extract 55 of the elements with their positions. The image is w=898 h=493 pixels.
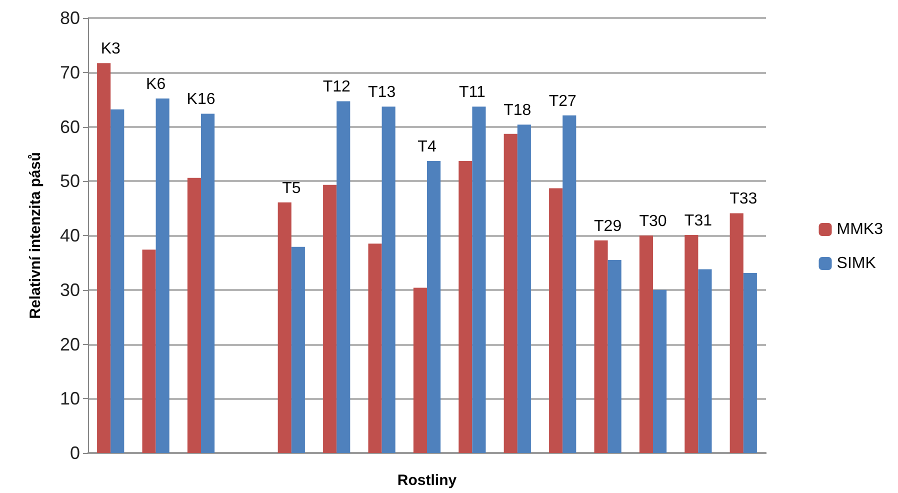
bar <box>413 288 427 453</box>
y-axis-title: Relativní intenzita pásů <box>27 152 44 319</box>
bar <box>427 161 441 453</box>
bar <box>517 124 531 453</box>
x-tick-label: T31 <box>684 212 712 230</box>
bar <box>698 269 712 453</box>
y-tick-label: 20 <box>60 334 80 354</box>
bar <box>110 109 124 453</box>
bar <box>653 290 667 453</box>
x-tick-label: K6 <box>146 76 166 93</box>
bar <box>156 98 170 453</box>
bar <box>187 178 201 453</box>
bar <box>368 244 382 453</box>
bar <box>684 234 698 453</box>
x-tick-label: T12 <box>322 78 350 96</box>
bar <box>472 106 486 453</box>
x-tick-label: T5 <box>282 180 301 197</box>
bar <box>549 188 563 453</box>
y-tick-label: 80 <box>60 8 80 28</box>
bar <box>201 114 215 453</box>
y-tick-label: 40 <box>60 226 80 246</box>
x-tick-label: T11 <box>459 84 486 102</box>
y-tick-label: 0 <box>70 443 80 463</box>
bar <box>382 106 396 453</box>
bar <box>458 161 472 453</box>
x-tick-label: T4 <box>418 138 436 156</box>
x-tick-label: T33 <box>730 190 758 208</box>
bar <box>743 273 757 453</box>
x-tick-label: T18 <box>504 102 532 120</box>
bar <box>608 260 622 453</box>
x-axis-title: Rostliny <box>397 472 458 489</box>
bar <box>278 202 292 453</box>
x-tick-label: T30 <box>639 213 667 230</box>
bar <box>142 250 156 453</box>
bar <box>639 236 653 453</box>
x-tick-label: T29 <box>594 218 622 235</box>
bar <box>594 240 608 453</box>
legend-label: MMK3 <box>836 221 884 238</box>
bar <box>562 115 576 453</box>
bar <box>336 101 350 453</box>
bar <box>97 63 111 453</box>
bar <box>504 134 518 453</box>
x-tick-label: T13 <box>368 84 396 102</box>
y-tick-label: 50 <box>60 171 80 192</box>
bar <box>730 213 744 453</box>
x-tick-label: K3 <box>100 40 120 58</box>
y-tick-label: 70 <box>60 62 80 82</box>
y-tick-label: 10 <box>60 388 80 409</box>
bar <box>323 184 337 453</box>
legend-label: SIMK <box>836 255 876 272</box>
y-tick-label: 30 <box>60 280 80 300</box>
bar <box>291 246 305 453</box>
y-tick-label: 60 <box>60 116 80 137</box>
x-tick-label: K16 <box>186 91 216 108</box>
x-tick-label: T27 <box>548 92 576 110</box>
